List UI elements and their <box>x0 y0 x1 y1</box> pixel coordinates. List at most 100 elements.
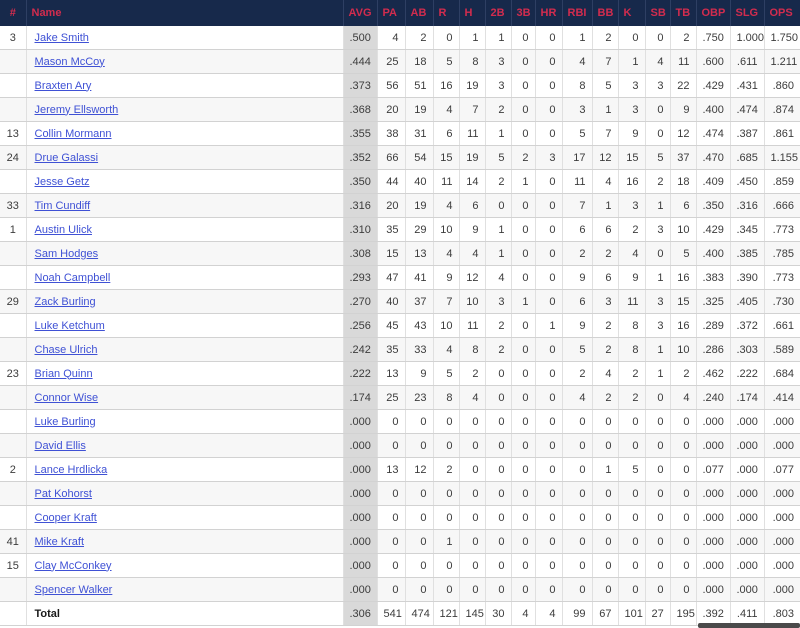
column-header-3b[interactable]: 3B <box>511 0 536 26</box>
player-row: 1 Austin Ulick .310 35 29 10 9 1 0 0 6 6 2 3 10.429.34… <box>0 217 800 242</box>
player-name-link[interactable]: Collin Mormann <box>34 127 112 140</box>
stat-k: 0 <box>618 26 646 50</box>
player-name-link[interactable]: Sam Hodges <box>34 247 99 260</box>
player-name-link[interactable]: Clay McConkey <box>34 559 112 572</box>
stat-h: 7 <box>459 97 486 122</box>
player-name-link[interactable]: Mason McCoy <box>34 55 105 68</box>
stat-r: 4 <box>433 193 460 218</box>
stat-3b: 0 <box>511 217 536 242</box>
stat-ops: .589 <box>764 337 800 362</box>
column-header-slg[interactable]: SLG <box>730 0 765 26</box>
stat-obp: .429 <box>696 73 731 98</box>
stat-sb: 0 <box>645 121 671 146</box>
player-name-link[interactable]: Jeremy Ellsworth <box>34 103 119 116</box>
stat-bb: 2 <box>592 385 619 410</box>
stat-avg: .000 <box>343 457 378 482</box>
column-header-pa[interactable]: PA <box>377 0 406 26</box>
player-name-link[interactable]: Noah Campbell <box>34 271 111 284</box>
horizontal-scrollbar-track[interactable] <box>0 623 800 628</box>
player-name-link[interactable]: Drue Galassi <box>34 151 99 164</box>
player-name-link[interactable]: Lance Hrdlicka <box>34 463 108 476</box>
stat-3b: 0 <box>511 361 536 386</box>
stat-tb: 4 <box>670 385 697 410</box>
stat-ops: .773 <box>764 217 800 242</box>
player-name-link[interactable]: Spencer Walker <box>34 583 113 596</box>
player-name-link[interactable]: Luke Ketchum <box>34 319 105 332</box>
column-header-name[interactable]: Name <box>26 0 344 26</box>
column-header-num[interactable]: # <box>0 0 27 26</box>
player-name-link[interactable]: Mike Kraft <box>34 535 85 548</box>
stat-r: 121 <box>433 601 460 626</box>
jersey-number <box>0 385 27 410</box>
player-name-link[interactable]: Jesse Getz <box>34 175 90 188</box>
column-header-r[interactable]: R <box>433 0 460 26</box>
stat-rbi: 1 <box>562 26 593 50</box>
stat-slg: .000 <box>730 481 765 506</box>
jersey-number <box>0 73 27 98</box>
player-row: Jeremy Ellsworth .368 20 19 4 7 2 0 0 3 1 3 0 9.400.4… <box>0 97 800 122</box>
stat-tb: 0 <box>670 481 697 506</box>
stat-slg: .345 <box>730 217 765 242</box>
column-header-tb[interactable]: TB <box>670 0 697 26</box>
stat-slg: .385 <box>730 241 765 266</box>
player-name-link[interactable]: Cooper Kraft <box>34 511 97 524</box>
player-name-link[interactable]: Zack Burling <box>34 295 96 308</box>
stat-ab: 0 <box>405 529 434 554</box>
player-row: 24 Drue Galassi .352 66 54 15 19 5 2 3 17 12 15 5 37.4… <box>0 145 800 170</box>
stat-avg: .352 <box>343 145 378 170</box>
player-name-link[interactable]: David Ellis <box>34 439 86 452</box>
player-row: 13 Collin Mormann .355 38 31 6 11 1 0 0 5 7 9 0 12.474… <box>0 121 800 146</box>
stat-bb: 0 <box>592 409 619 434</box>
stat-bb: 67 <box>592 601 619 626</box>
player-name-link[interactable]: Luke Burling <box>34 415 96 428</box>
player-name-link[interactable]: Austin Ulick <box>34 223 92 236</box>
player-name-link[interactable]: Chase Ulrich <box>34 343 98 356</box>
jersey-number: 2 <box>0 457 27 482</box>
column-header-bb[interactable]: BB <box>592 0 619 26</box>
player-row: 29 Zack Burling .270 40 37 7 10 3 1 0 6 3 11 3 15.325.… <box>0 289 800 314</box>
stat-hr: 0 <box>535 457 563 482</box>
stat-3b: 0 <box>511 73 536 98</box>
stat-tb: 18 <box>670 169 697 194</box>
stat-3b: 0 <box>511 529 536 554</box>
stat-hr: 0 <box>535 265 563 290</box>
stat-avg: .500 <box>343 26 378 50</box>
stat-rbi: 9 <box>562 265 593 290</box>
player-name-link[interactable]: Jake Smith <box>34 31 89 44</box>
player-name-link[interactable]: Braxten Ary <box>34 79 92 92</box>
stat-avg: .310 <box>343 217 378 242</box>
stat-3b: 0 <box>511 313 536 338</box>
player-name-cell: Noah Campbell <box>26 265 344 290</box>
stat-ab: 37 <box>405 289 434 314</box>
player-name-link[interactable]: Brian Quinn <box>34 367 93 380</box>
stat-pa: 45 <box>377 313 406 338</box>
column-header-hr[interactable]: HR <box>535 0 563 26</box>
stat-rbi: 0 <box>562 433 593 458</box>
column-header-2b[interactable]: 2B <box>485 0 512 26</box>
player-name-cell: Cooper Kraft <box>26 505 344 530</box>
stat-2b: 3 <box>485 49 512 74</box>
stat-rbi: 8 <box>562 73 593 98</box>
column-header-rbi[interactable]: RBI <box>562 0 593 26</box>
column-header-avg[interactable]: AVG <box>343 0 378 26</box>
stat-avg: .316 <box>343 193 378 218</box>
player-name-link[interactable]: Pat Kohorst <box>34 487 92 500</box>
stat-k: 15 <box>618 145 646 170</box>
column-header-obp[interactable]: OBP <box>696 0 731 26</box>
player-name-link[interactable]: Tim Cundiff <box>34 199 91 212</box>
column-header-ab[interactable]: AB <box>405 0 434 26</box>
stat-2b: 1 <box>485 241 512 266</box>
stat-slg: .387 <box>730 121 765 146</box>
stat-sb: 1 <box>645 193 671 218</box>
horizontal-scrollbar-thumb[interactable] <box>698 623 800 628</box>
column-header-k[interactable]: K <box>618 0 646 26</box>
column-header-ops[interactable]: OPS <box>764 0 800 26</box>
column-header-sb[interactable]: SB <box>645 0 671 26</box>
stat-ab: 51 <box>405 73 434 98</box>
player-row: Connor Wise .174 25 23 8 4 0 0 0 4 2 2 0 4.240.174.41… <box>0 385 800 410</box>
stat-tb: 6 <box>670 193 697 218</box>
stat-pa: 13 <box>377 457 406 482</box>
stat-2b: 0 <box>485 361 512 386</box>
column-header-h[interactable]: H <box>459 0 486 26</box>
player-name-link[interactable]: Connor Wise <box>34 391 99 404</box>
